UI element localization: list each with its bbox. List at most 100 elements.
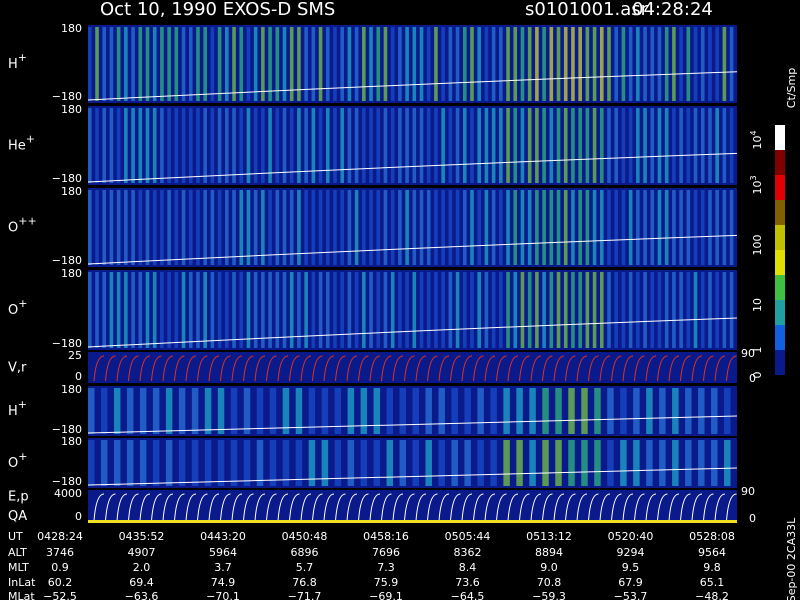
spectrum-stripe [549, 108, 554, 183]
spectrum-stripe [383, 108, 388, 183]
spectrum-stripe [722, 108, 727, 183]
spectrum-stripe [592, 27, 597, 101]
spectrum-stripe [318, 108, 323, 183]
spectrum-stripe [282, 27, 287, 101]
table-cell: −63.6 [125, 590, 159, 600]
spectrum-stripe [700, 108, 705, 183]
spectrum-stripe [520, 190, 525, 265]
spectrum-stripe [347, 190, 352, 265]
table-cell: −64.5 [451, 590, 485, 600]
panel-label: He+ [8, 133, 35, 154]
spectrum-stripe [628, 272, 633, 348]
spectrum-stripe [239, 27, 244, 101]
spectrum-stripe [462, 27, 467, 101]
spectrum-stripe [116, 190, 121, 265]
velocity-trace [622, 355, 634, 382]
spectrum-stripe [592, 190, 597, 265]
spectrum-stripe [563, 190, 568, 265]
spectrum-stripe [102, 190, 107, 265]
spectrum-stripe [484, 27, 489, 101]
velocity-trace [668, 355, 680, 382]
table-cell: 0505:44 [445, 530, 491, 543]
spectrum-stripe [672, 272, 676, 348]
colorbar-label: 1 [751, 347, 764, 354]
panel-label-text: He [8, 138, 26, 153]
spectrum-stripe [412, 440, 419, 486]
table-cell: 4907 [128, 546, 156, 559]
spectrum-stripe [484, 190, 489, 265]
spectrum-stripe [700, 272, 705, 348]
table-cell: 70.8 [537, 576, 562, 589]
qa-bar [88, 520, 737, 523]
velocity-trace [266, 355, 277, 382]
colorbar-segment [775, 175, 785, 200]
spectrum-stripe [217, 108, 222, 183]
panel-label-sup: + [18, 450, 27, 463]
pitch-curve [87, 152, 738, 183]
panel-label-text: O [8, 303, 18, 318]
spectrum-stripe [308, 388, 316, 434]
spectrum-stripe [506, 190, 510, 265]
spectrum-stripe [506, 108, 510, 183]
spectrum-stripe [167, 27, 171, 101]
spectrum-stripe [499, 27, 503, 101]
colorbar-label-base: 10 [751, 298, 764, 312]
spectrum-stripe [360, 440, 368, 486]
spectrum-stripe [708, 272, 712, 348]
spectrum-stripe [239, 272, 244, 348]
spectrum-stripe [268, 27, 272, 101]
spectrum-stripe [181, 27, 186, 101]
velocity-trace [519, 355, 530, 382]
spectrum-stripe [722, 27, 727, 101]
spectrum-stripe [275, 272, 280, 348]
spectrum-stripe [275, 108, 280, 183]
colorbar-label: 0 [751, 372, 764, 379]
energy-trace [323, 493, 335, 522]
spectrum-stripe [289, 108, 294, 183]
energy-trace [473, 493, 484, 522]
energy-trace [369, 493, 381, 522]
spectrum-stripe [95, 272, 99, 348]
spectrum-stripe [499, 272, 503, 348]
energy-trace [128, 493, 139, 522]
velocity-trace [289, 355, 300, 382]
spectrum-stripe [571, 272, 575, 348]
spectrum-stripe [506, 272, 510, 348]
spectrum-stripe [516, 440, 523, 486]
spectrum-stripe [88, 440, 95, 486]
energy-trace [484, 493, 496, 522]
spectrum-stripe [477, 272, 482, 348]
spectrum-stripe [362, 108, 366, 183]
title: Oct 10, 1990 EXOS-D SMS [100, 0, 335, 20]
spectrum-stripe [304, 190, 308, 265]
spectrum-stripe [607, 388, 614, 434]
axis-top-label: 180 [61, 435, 82, 448]
spectrum-stripe [620, 440, 627, 486]
spectrum-stripe [165, 388, 173, 434]
spectrum-stripe [527, 190, 532, 265]
spectrum-stripe [636, 272, 640, 348]
velocity-trace [484, 355, 496, 382]
spectrum-stripe [113, 388, 121, 434]
spectrum-stripe [347, 27, 352, 101]
spectrum-stripe [109, 190, 114, 265]
spectrum-stripe [311, 108, 316, 183]
axis-top-label: 180 [61, 185, 82, 198]
colorbar-label: 10 [751, 298, 764, 312]
colorbar-segment [775, 150, 785, 175]
velocity-trace [507, 355, 519, 382]
spectrum-stripe [116, 27, 121, 101]
velocity-trace [657, 355, 668, 382]
table-cell: 5.7 [296, 561, 314, 574]
spectrum-stripe [167, 108, 171, 183]
spectrum-stripe [650, 190, 655, 265]
spectrum-stripe [165, 440, 173, 486]
spectrum-stripe [145, 27, 150, 101]
velocity-trace [714, 355, 726, 382]
axis-top-label: 4000 [54, 487, 82, 500]
spectrum-stripe [686, 190, 691, 265]
spectrum-stripe [441, 190, 445, 265]
energy-trace [634, 493, 645, 522]
spectrum-stripe [152, 388, 160, 434]
spectrum-stripe [419, 190, 424, 265]
